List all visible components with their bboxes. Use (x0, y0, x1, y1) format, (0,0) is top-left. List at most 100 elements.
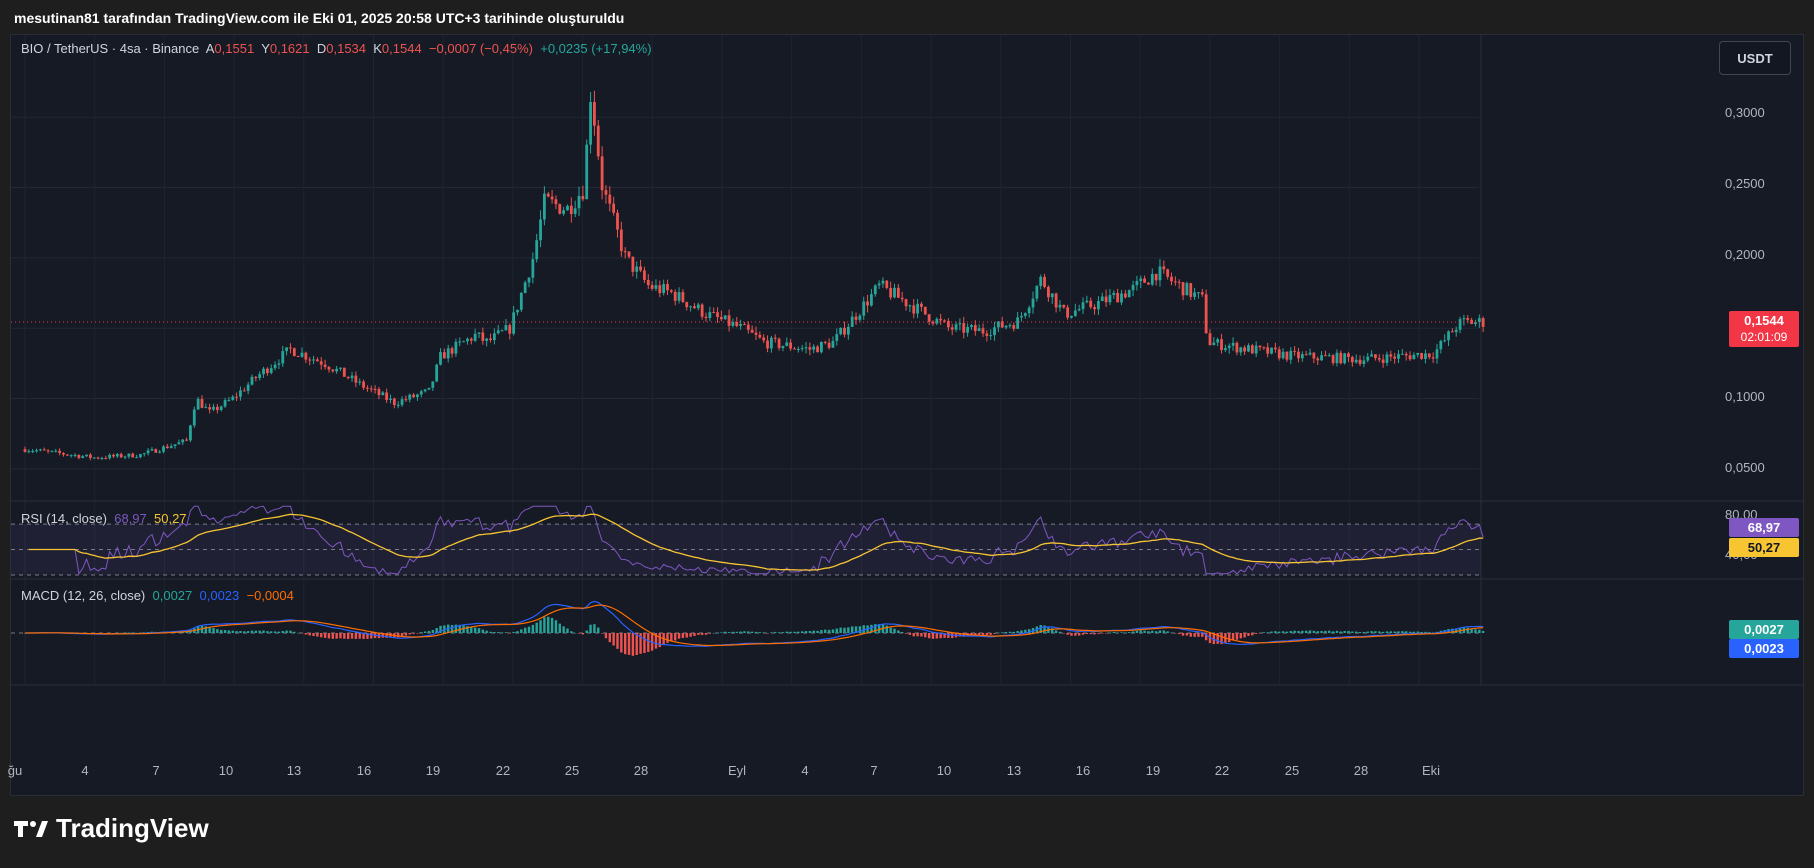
macd-histogram-bar (346, 633, 350, 639)
macd-histogram-bar (654, 633, 658, 649)
candle-body (200, 399, 204, 408)
tradingview-logo[interactable]: TradingView (14, 813, 209, 844)
macd-histogram-bar (600, 633, 604, 634)
candle-body (681, 292, 685, 303)
candle-body (781, 345, 785, 349)
chart-canvas[interactable] (11, 35, 1803, 795)
candle-body (662, 284, 666, 294)
candle-body (1277, 349, 1281, 359)
currency-button[interactable]: USDT (1719, 41, 1791, 75)
macd-histogram-bar (266, 631, 269, 633)
candle-body (1273, 347, 1277, 350)
candle-body (1031, 298, 1035, 308)
candle-body (242, 390, 246, 392)
macd-histogram-bar (1204, 633, 1208, 641)
candle-body (1304, 354, 1308, 356)
candle-body (504, 325, 508, 331)
macd-histogram-bar (531, 624, 535, 633)
candle-body (23, 449, 27, 452)
macd-histogram-bar (1097, 633, 1100, 634)
macd-histogram-bar (1124, 632, 1127, 634)
macd-histogram-bar (408, 633, 411, 635)
candle-body (269, 368, 273, 374)
macd-histogram-bar (1162, 630, 1166, 633)
candle-body (754, 332, 758, 335)
macd-histogram-bar (343, 633, 346, 639)
macd-histogram-bar (670, 633, 673, 642)
candle-body (262, 368, 265, 375)
candle-body (1254, 345, 1258, 354)
candle-body (1150, 273, 1154, 285)
macd-histogram-bar (1004, 632, 1008, 633)
candle-body (831, 340, 835, 348)
candle-body (1185, 283, 1189, 296)
candle-body (631, 256, 635, 272)
brand-name: TradingView (56, 813, 209, 843)
macd-histogram-bar (974, 633, 977, 636)
macd-histogram-bar (554, 620, 558, 633)
candle-body (169, 446, 173, 449)
candle-body (446, 348, 450, 359)
macd-histogram-bar (1147, 631, 1150, 633)
macd-histogram-bar (1070, 633, 1073, 636)
rsi-ma-line (28, 513, 1484, 571)
candle-body (635, 266, 639, 272)
candle-body (462, 341, 465, 343)
candle-body (743, 324, 746, 326)
macd-histogram-bar (400, 633, 404, 637)
macd-histogram-bar (1151, 630, 1154, 633)
candle-body (1404, 353, 1408, 356)
candle-body (112, 454, 115, 457)
x-tick: 13 (1006, 763, 1022, 778)
macd-histogram-bar (750, 631, 754, 633)
candle-body (373, 388, 377, 390)
candle-body (1331, 355, 1335, 364)
candle-body (123, 456, 127, 458)
candle-body (285, 347, 289, 352)
macd-histogram-bar (581, 633, 585, 635)
candle-body (931, 321, 935, 324)
candle-body (131, 453, 135, 458)
candle-body (723, 315, 727, 320)
x-tick: 4 (801, 763, 809, 778)
macd-histogram-bar (1385, 631, 1389, 633)
candle-body (1424, 353, 1427, 359)
candle-body (893, 287, 896, 298)
candle-body (1377, 358, 1381, 360)
candle-body (843, 327, 846, 335)
macd-histogram-bar (1262, 632, 1266, 633)
candle-body (1112, 292, 1116, 296)
candle-body (1243, 347, 1247, 352)
candle-body (366, 387, 369, 389)
candle-body (719, 317, 723, 320)
candle-body (562, 210, 566, 214)
macd-histogram-bar (204, 626, 208, 633)
candle-body (1231, 342, 1235, 346)
macd-histogram-bar (327, 633, 331, 639)
candle-body (866, 301, 869, 306)
rsi-line (28, 505, 1484, 575)
candle-body (1450, 331, 1454, 333)
macd-histogram-bar (989, 633, 992, 635)
macd-histogram-bar (1024, 629, 1027, 633)
candle-body (1289, 350, 1293, 360)
candle-body (323, 364, 327, 367)
current-price-tag: 0,1544 02:01:09 (1729, 311, 1799, 347)
candle-body (1477, 318, 1481, 323)
candle-body (1100, 296, 1104, 302)
x-tick: 19 (425, 763, 441, 778)
macd-histogram-bar (1343, 630, 1346, 633)
macd-histogram-bar (1331, 631, 1335, 633)
candle-body (1043, 276, 1046, 287)
macd-histogram-bar (558, 623, 561, 633)
macd-histogram-bar (854, 626, 858, 633)
candle-body (423, 389, 427, 392)
rsi-value: 68,97 (114, 511, 147, 526)
macd-histogram-bar (1293, 630, 1296, 633)
candle-body (1135, 281, 1139, 285)
macd-histogram-bar (793, 631, 796, 633)
macd-histogram-bar (1370, 631, 1373, 633)
macd-histogram-bar (1093, 633, 1096, 635)
candle-body (1366, 356, 1370, 361)
macd-histogram-bar (427, 630, 431, 633)
